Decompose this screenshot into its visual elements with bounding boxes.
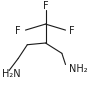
- Text: F: F: [15, 26, 21, 36]
- Text: H₂N: H₂N: [2, 69, 20, 79]
- Text: NH₂: NH₂: [69, 64, 88, 74]
- Text: F: F: [69, 26, 75, 36]
- Text: F: F: [43, 1, 48, 11]
